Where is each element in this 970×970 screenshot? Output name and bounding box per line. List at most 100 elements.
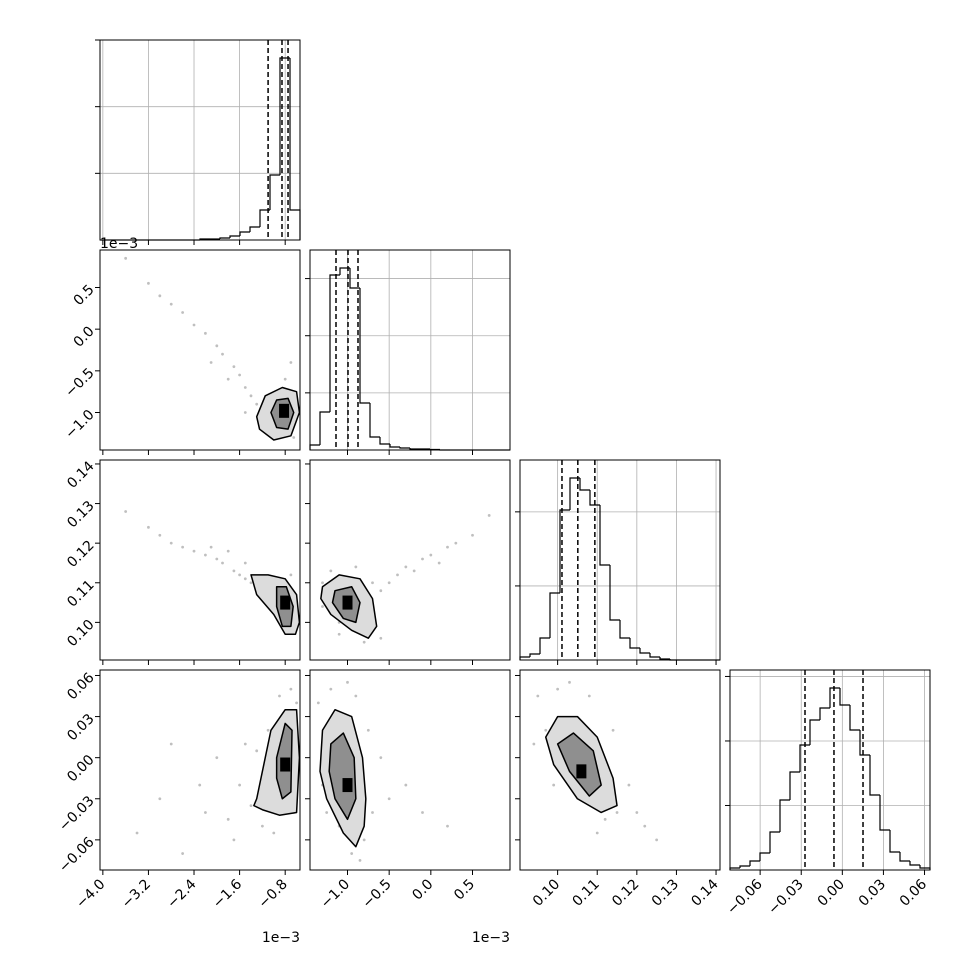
x-tick-label: 0.00 (815, 876, 848, 909)
sample-point (272, 831, 276, 835)
sample-point (181, 311, 185, 314)
histogram-step (759, 852, 770, 861)
panel-frame (309, 249, 511, 451)
contour (328, 732, 357, 821)
y-tick-label: −0.5 (62, 365, 97, 400)
sample-point (232, 569, 236, 573)
sample-point (243, 411, 247, 414)
sample-point (354, 694, 358, 698)
x-tick-label: 0.03 (856, 876, 889, 909)
sample-point (536, 694, 540, 698)
sample-point (321, 605, 324, 608)
sample-point (379, 756, 383, 760)
x-tick-label: 0.13 (649, 876, 682, 909)
sample-point (655, 838, 659, 842)
sample-point (568, 680, 571, 684)
sample-point (209, 361, 213, 364)
sample-point (379, 589, 383, 593)
histogram-step (529, 653, 540, 657)
y-tick-label: −1.0 (62, 407, 97, 442)
histogram-step (229, 235, 240, 238)
sample-point (487, 514, 491, 517)
y-tick-label: 0.03 (64, 711, 97, 744)
x-tick-label: 0.11 (570, 876, 603, 909)
sample-point (249, 581, 253, 585)
histogram-step (839, 688, 850, 706)
histogram-step (429, 448, 440, 451)
histogram-step (539, 637, 550, 654)
panel-frame (519, 669, 721, 871)
sample-point (437, 561, 441, 565)
sample-point (615, 811, 619, 814)
sample-point (192, 323, 196, 327)
sample-point (283, 377, 287, 381)
sample-point (243, 386, 247, 389)
sample-point (215, 557, 219, 561)
density-peak (342, 778, 353, 793)
density-peak (280, 757, 291, 772)
x-offset-text: 1e−3 (262, 930, 300, 946)
histogram-step (829, 687, 840, 708)
x-tick-label: −0.8 (255, 876, 290, 911)
x-tick-label: −0.03 (765, 876, 807, 918)
sample-point (260, 824, 264, 828)
histogram-step (619, 620, 630, 639)
histogram-step (629, 638, 640, 649)
sample-point (627, 783, 631, 787)
y-tick-label: 0.12 (64, 538, 97, 571)
sample-point (266, 728, 270, 732)
histogram-step (579, 478, 590, 491)
sample-point (255, 749, 259, 753)
histogram-step (309, 444, 320, 450)
sample-point (232, 365, 236, 369)
histogram-step (919, 864, 931, 870)
sample-point (226, 817, 230, 821)
sample-point (544, 728, 548, 732)
histogram-step (789, 771, 800, 800)
histogram-step (219, 237, 230, 239)
sample-point (124, 510, 128, 513)
sample-point (158, 294, 162, 298)
x-tick-label: 0.14 (688, 876, 721, 909)
sample-point (232, 838, 236, 842)
sample-point (192, 549, 196, 553)
sample-point (371, 581, 374, 585)
sample-point (158, 797, 162, 801)
sample-point (181, 852, 185, 855)
y-offset-text: 1e−3 (100, 236, 138, 252)
sample-point (135, 831, 139, 835)
histogram-step (259, 209, 270, 227)
sample-point (366, 728, 370, 732)
histogram-step (569, 477, 580, 510)
sample-point (471, 533, 474, 537)
sample-point (238, 373, 242, 377)
histogram-step (909, 860, 920, 866)
sample-point (209, 545, 213, 549)
sample-point (643, 824, 647, 828)
sample-point (289, 361, 293, 364)
sample-point (238, 783, 242, 787)
y-tick-label: 0.13 (64, 498, 97, 531)
histogram-step (859, 730, 870, 756)
density-peak (576, 764, 587, 779)
x-tick-label: −1.0 (318, 876, 353, 911)
panel-frame (99, 249, 301, 451)
sample-point (396, 573, 399, 577)
sample-point (350, 852, 354, 855)
sample-point (321, 581, 324, 585)
x-tick-label: −4.0 (73, 876, 108, 911)
sample-point (329, 569, 333, 573)
panel-frame (309, 459, 511, 661)
panel-frame (729, 669, 931, 871)
sample-point (362, 640, 366, 644)
histogram-step (809, 719, 820, 745)
sample-point (552, 783, 556, 787)
sample-point (226, 549, 230, 553)
y-tick-label: 0.14 (64, 458, 97, 491)
sample-point (226, 377, 230, 381)
y-tick-label: 0.11 (64, 577, 97, 610)
histogram-step (769, 831, 780, 853)
x-tick-label: 0.5 (451, 876, 478, 903)
histogram-step (269, 174, 280, 210)
sample-point (255, 402, 259, 406)
